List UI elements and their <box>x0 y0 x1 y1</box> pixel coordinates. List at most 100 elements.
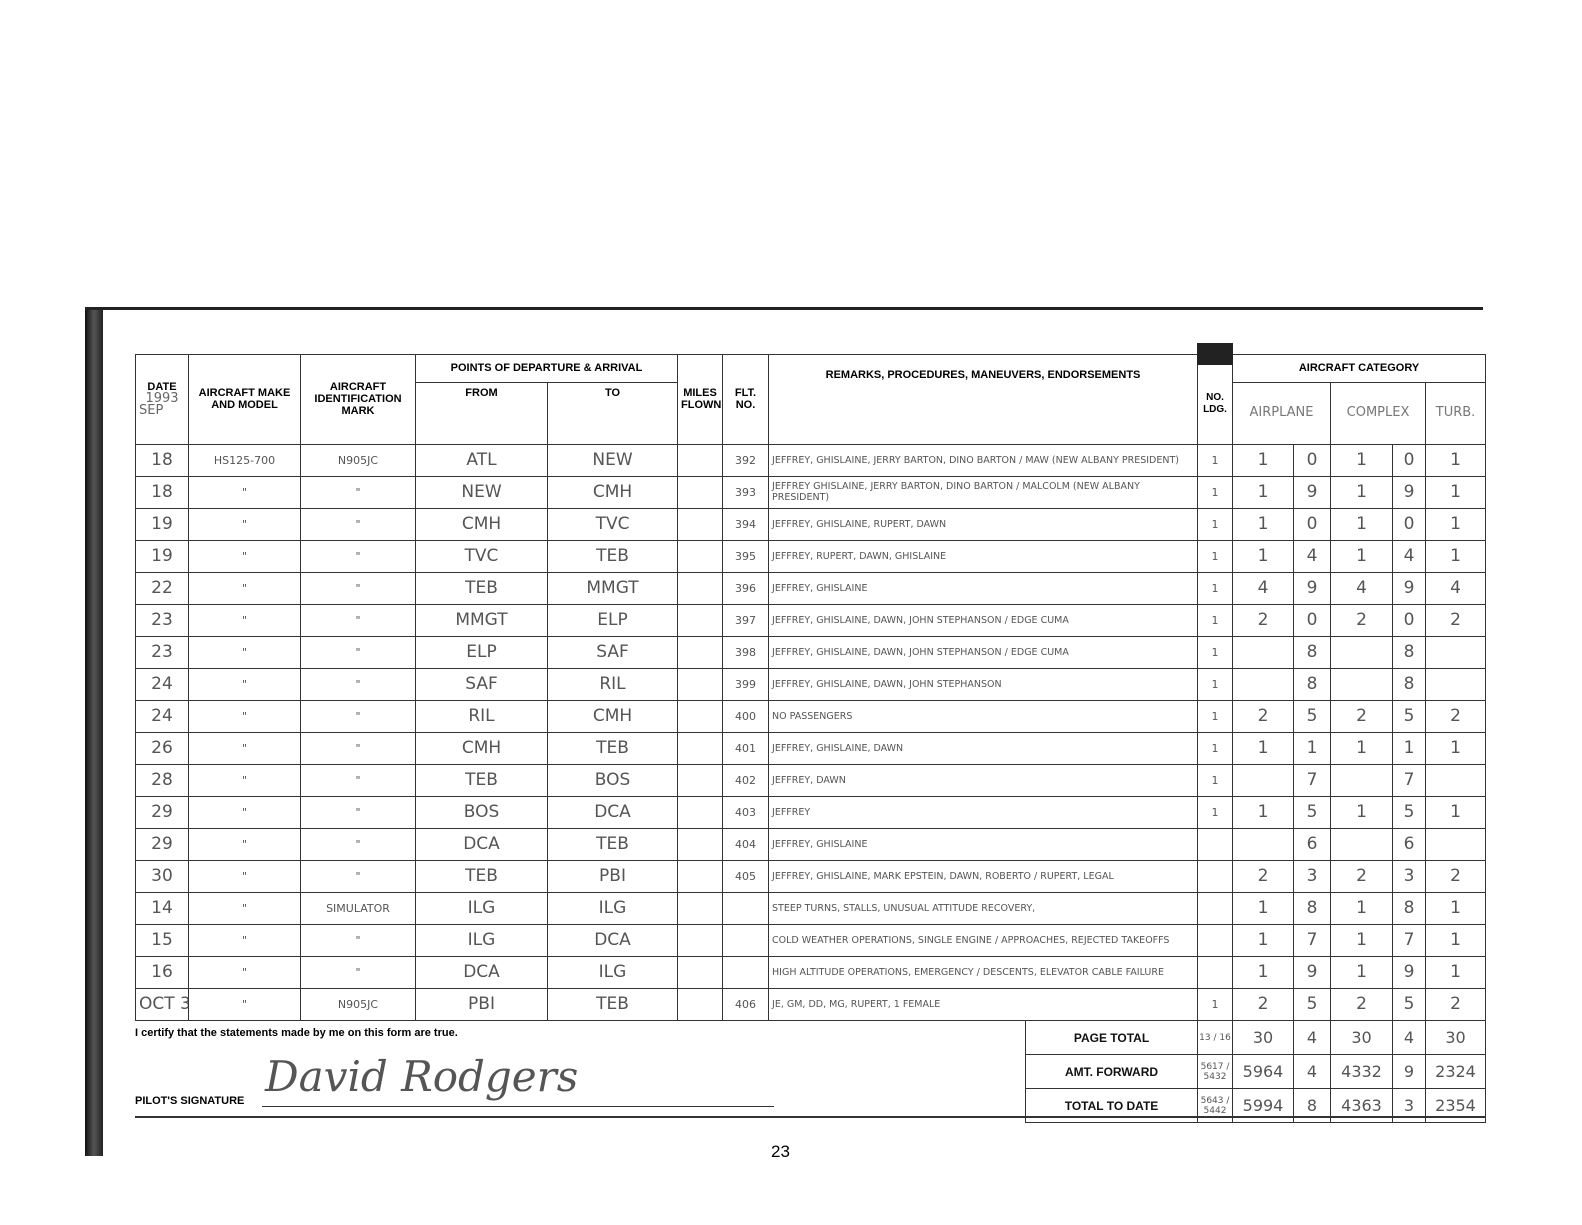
airplane-hours: 1 <box>1232 955 1295 989</box>
aircraft-model: " <box>188 923 301 957</box>
landings: 1 <box>1197 763 1234 797</box>
turbine-hours <box>1425 635 1487 669</box>
landings <box>1197 859 1234 893</box>
miles <box>677 571 724 605</box>
aircraft-mark: " <box>300 539 416 573</box>
remarks: JEFFREY, GHISLAINE, JERRY BARTON, DINO B… <box>768 443 1199 477</box>
landings: 1 <box>1197 603 1234 637</box>
flight-number: 395 <box>722 539 770 573</box>
complex-tenths: 8 <box>1392 667 1427 701</box>
from: TEB <box>415 859 548 893</box>
airplane-hours: 2 <box>1232 859 1295 893</box>
date: 24 <box>135 699 189 733</box>
aircraft-model: " <box>188 507 301 541</box>
airplane-hours: 2 <box>1232 699 1295 733</box>
aircraft-model: " <box>188 475 301 509</box>
to: CMH <box>546 475 679 509</box>
from: PBI <box>415 987 548 1021</box>
complex-tenths: 7 <box>1392 923 1427 957</box>
aircraft-mark: " <box>300 795 416 829</box>
landings: 1 <box>1197 571 1234 605</box>
turbine-hours: 1 <box>1425 923 1487 957</box>
log-row: 24 " " SAF RIL 399 JEFFREY, GHISLAINE, DAWN, J… <box>135 667 1487 701</box>
complex-hours <box>1330 827 1394 861</box>
to: MMGT <box>546 571 679 605</box>
complex-tenths: 9 <box>1392 1054 1426 1089</box>
landings <box>1197 827 1234 861</box>
miles <box>677 955 724 989</box>
category-header: AIRCRAFT CATEGORY <box>1232 353 1487 383</box>
airplane-tenths: 7 <box>1293 923 1332 957</box>
flight-number: 397 <box>722 603 770 637</box>
flight-number: 394 <box>722 507 770 541</box>
flight-number <box>722 923 770 957</box>
from: TEB <box>415 571 548 605</box>
aircraft-model: " <box>188 859 301 893</box>
complex-hours <box>1330 667 1394 701</box>
remarks: JEFFREY, GHISLAINE, DAWN, JOHN STEPHANSO… <box>768 603 1199 637</box>
total-landings: 5617 / 5432 <box>1197 1054 1233 1089</box>
date: 24 <box>135 667 189 701</box>
aircraft-mark: " <box>300 699 416 733</box>
turbine-hours: 2 <box>1425 859 1487 893</box>
landings: 1 <box>1197 635 1234 669</box>
turbine-hours: 2324 <box>1425 1054 1486 1089</box>
aircraft-mark: " <box>300 731 416 765</box>
date: 28 <box>135 763 189 797</box>
flight-number <box>722 891 770 925</box>
remarks: JEFFREY, GHISLAINE, MARK EPSTEIN, DAWN, … <box>768 859 1199 893</box>
turbine-hours: 30 <box>1425 1020 1486 1055</box>
flt-header: FLT. NO. <box>722 353 770 445</box>
from: TEB <box>415 763 548 797</box>
aircraft-model: " <box>188 891 301 925</box>
complex-tenths: 1 <box>1392 731 1427 765</box>
aircraft-model: " <box>188 795 301 829</box>
log-row: 28 " " TEB BOS 402 JEFFREY, DAWN 1 7 7 <box>135 763 1487 797</box>
date: 26 <box>135 731 189 765</box>
complex-tenths: 0 <box>1392 443 1427 477</box>
remarks: HIGH ALTITUDE OPERATIONS, EMERGENCY / DE… <box>768 955 1199 989</box>
airplane-tenths: 0 <box>1293 603 1332 637</box>
airplane-tenths: 8 <box>1293 667 1332 701</box>
log-row: 26 " " CMH TEB 401 JEFFREY, GHISLAINE, DAWN 1 1 1… <box>135 731 1487 765</box>
date: 22 <box>135 571 189 605</box>
flight-number: 398 <box>722 635 770 669</box>
from: RIL <box>415 699 548 733</box>
landings <box>1197 955 1234 989</box>
aircraft-mark: " <box>300 827 416 861</box>
flight-number: 402 <box>722 763 770 797</box>
airplane-tenths: 8 <box>1293 1088 1331 1123</box>
to: NEW <box>546 443 679 477</box>
aircraft-mark: N905JC <box>300 987 416 1021</box>
aircraft-model: " <box>188 571 301 605</box>
airplane-hours <box>1232 667 1295 701</box>
remarks: JEFFREY, GHISLAINE, RUPERT, DAWN <box>768 507 1199 541</box>
month: SEP <box>139 403 164 418</box>
from: ELP <box>415 635 548 669</box>
airplane-hours: 1 <box>1232 891 1295 925</box>
aircraft-model: " <box>188 539 301 573</box>
from: DCA <box>415 827 548 861</box>
flight-number: 401 <box>722 731 770 765</box>
airplane-tenths: 4 <box>1293 1020 1331 1055</box>
miles-header: MILES FLOWN <box>677 353 724 445</box>
date: 30 <box>135 859 189 893</box>
from: MMGT <box>415 603 548 637</box>
aircraft-model: " <box>188 827 301 861</box>
airplane-hours: 5994 <box>1232 1088 1294 1123</box>
log-row: 30 " " TEB PBI 405 JEFFREY, GHISLAINE, MARK EP… <box>135 859 1487 893</box>
aircraft-mark: " <box>300 859 416 893</box>
bottom-rule <box>135 1116 1485 1118</box>
flight-number <box>722 955 770 989</box>
date: 19 <box>135 507 189 541</box>
flight-number: 399 <box>722 667 770 701</box>
airplane-hours: 1 <box>1232 507 1295 541</box>
date-header: DATE 1993 SEP <box>135 353 189 445</box>
turbine-hours: 1 <box>1425 731 1487 765</box>
airplane-tenths: 5 <box>1293 987 1332 1021</box>
remarks: JEFFREY, GHISLAINE, DAWN, JOHN STEPHANSO… <box>768 667 1199 701</box>
airplane-tenths: 9 <box>1293 475 1332 509</box>
airplane-hours: 4 <box>1232 571 1295 605</box>
airplane-tenths: 4 <box>1293 539 1332 573</box>
to: TEB <box>546 539 679 573</box>
